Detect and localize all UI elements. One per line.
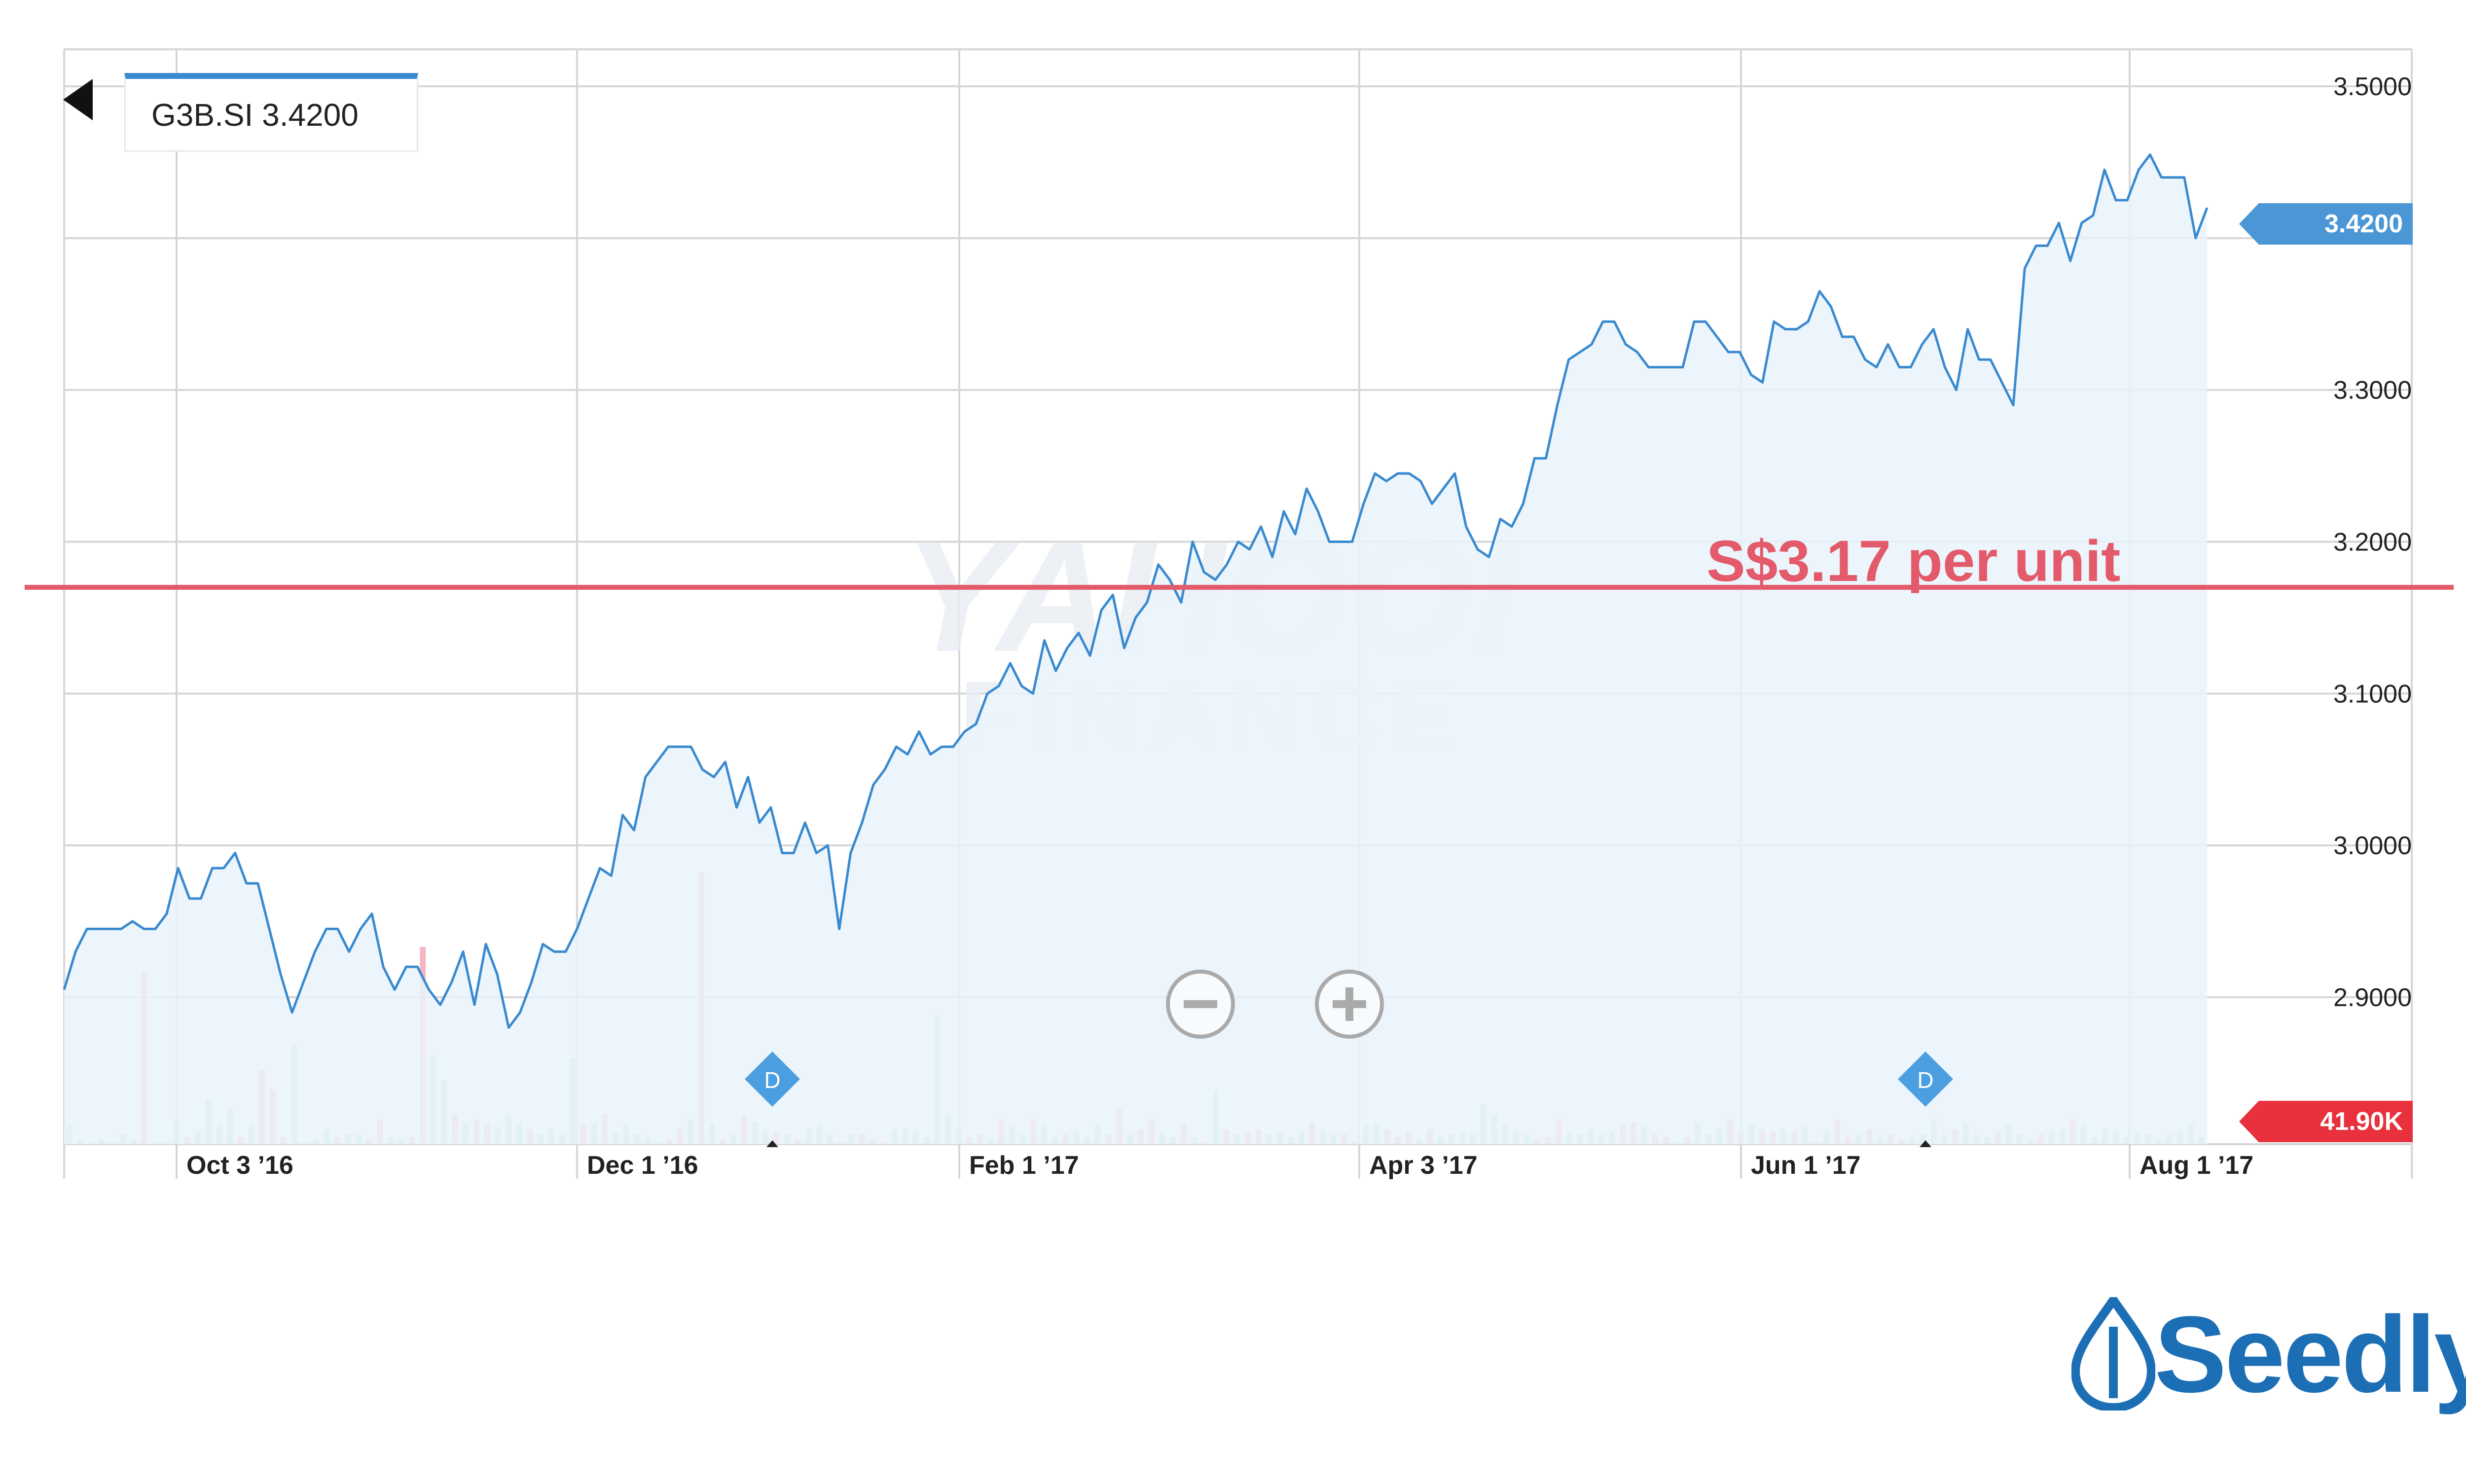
price-area-fill: [64, 154, 2207, 1144]
x-tick-label: Aug 1 ’17: [2140, 1151, 2253, 1180]
y-tick-label: 3.2000: [2333, 528, 2412, 557]
dividend-letter: D: [764, 1067, 780, 1093]
current-price-tag: 3.4200: [2239, 203, 2413, 245]
diamond-d-icon[interactable]: D: [1898, 1051, 1953, 1147]
dividend-tick: [1920, 1140, 1931, 1147]
y-tick-label: 3.5000: [2333, 72, 2412, 101]
seedly-drop-icon: [2071, 1297, 2155, 1411]
y-tick-label: 3.1000: [2333, 680, 2412, 708]
ticker-price: 3.4200: [262, 97, 359, 133]
price-line: [63, 153, 2209, 1029]
dividend-diamond: [1898, 1051, 1953, 1107]
volume-tag-shape: [2239, 1101, 2413, 1142]
y-axis-labels: 2.9000 3.0000 3.1000 3.2000 3.3000 3.5000: [2333, 72, 2412, 1012]
minus-circle-icon[interactable]: [1166, 970, 1235, 1039]
x-tick-label: Feb 1 ’17: [969, 1151, 1079, 1180]
diamond-d-icon[interactable]: D: [745, 1051, 800, 1147]
price-annotation: S$3.17 per unit: [1706, 529, 2121, 594]
dividend-diamond: [745, 1051, 800, 1107]
price-tag-shape: [2239, 203, 2413, 245]
triangle-left-icon[interactable]: [63, 79, 93, 120]
x-tick-label: Apr 3 ’17: [1369, 1151, 1478, 1180]
dividend-letter: D: [1917, 1067, 1933, 1093]
seedly-logo: Seedly: [2071, 1292, 2466, 1420]
current-price-label: 3.4200: [2324, 210, 2403, 238]
logo-text: Seedly: [2154, 1294, 2466, 1415]
x-tick-label: Oct 3 ’16: [186, 1151, 293, 1180]
ticker-symbol: G3B.SI: [151, 97, 254, 133]
ticker-label: G3B.SI 3.4200: [124, 73, 418, 152]
y-tick-label: 2.9000: [2333, 983, 2412, 1012]
volume-label: 41.90K: [2320, 1107, 2403, 1136]
y-tick-label: 3.3000: [2333, 376, 2412, 405]
dividend-tick: [766, 1140, 778, 1147]
plus-circle-icon[interactable]: [1315, 970, 1384, 1039]
x-tick-label: Dec 1 ’16: [587, 1151, 698, 1180]
volume-tag: 41.90K: [2239, 1101, 2413, 1142]
x-axis-labels: Oct 3 ’16 Dec 1 ’16 Feb 1 ’17 Apr 3 ’17 Jun …: [186, 1151, 2253, 1180]
y-tick-label: 3.0000: [2333, 832, 2412, 860]
x-tick-label: Jun 1 ’17: [1751, 1151, 1861, 1180]
